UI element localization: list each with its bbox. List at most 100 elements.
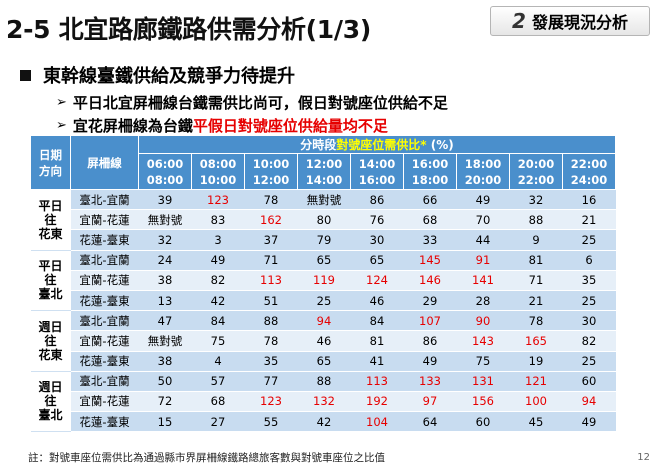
ratio-cell: 65 bbox=[350, 250, 404, 271]
ratio-cell: 131 bbox=[456, 371, 510, 392]
ratio-cell: 30 bbox=[562, 310, 616, 332]
ratio-cell: 49 bbox=[403, 351, 457, 372]
arrow-bullet-icon: ➢ bbox=[56, 118, 67, 133]
ratio-cell: 4 bbox=[191, 351, 245, 372]
ratio-cell: 94 bbox=[297, 310, 351, 332]
ratio-cell: 82 bbox=[191, 270, 245, 291]
header-time-slot: 22:00 24:00 bbox=[562, 153, 616, 190]
ratio-cell: 32 bbox=[509, 189, 563, 211]
screen-line-cell: 花蓮-臺東 bbox=[70, 351, 139, 372]
header-time-slot: 10:00 12:00 bbox=[244, 153, 298, 190]
ratio-cell: 77 bbox=[244, 371, 298, 392]
ratio-cell: 83 bbox=[191, 209, 245, 231]
screen-line-cell: 宜蘭-花蓮 bbox=[70, 391, 139, 413]
group-label: 平日往花東 bbox=[30, 189, 71, 251]
ratio-cell: 35 bbox=[562, 270, 616, 291]
ratio-cell: 41 bbox=[350, 351, 404, 372]
ratio-cell: 25 bbox=[562, 229, 616, 251]
ratio-cell: 60 bbox=[562, 371, 616, 392]
sub-bullet-2-text: 宜花屏柵線為台鐵 bbox=[72, 117, 193, 135]
ratio-cell: 88 bbox=[244, 310, 298, 332]
ratio-cell: 49 bbox=[562, 411, 616, 433]
table-row: 花蓮-臺東 32 3 37 79 30 33 44 9 25 bbox=[31, 229, 616, 251]
ratio-cell: 192 bbox=[350, 391, 404, 413]
ratio-cell: 165 bbox=[509, 330, 563, 352]
ratio-cell: 84 bbox=[350, 310, 404, 332]
ratio-cell: 6 bbox=[562, 250, 616, 271]
sub-bullet-1: ➢ 平日北宜屏柵線台鐵需供比尚可，假日對號座位供給不足 bbox=[56, 92, 448, 113]
ratio-cell: 21 bbox=[562, 209, 616, 231]
ratio-cell: 78 bbox=[509, 310, 563, 332]
ratio-cell: 45 bbox=[509, 411, 563, 433]
header-supply-demand-highlight: 對號座位需供比* bbox=[336, 138, 427, 152]
group-label: 週日往臺北 bbox=[30, 371, 71, 433]
ratio-cell: 79 bbox=[297, 229, 351, 251]
table-row: 花蓮-臺東 38 4 35 65 41 49 75 19 25 bbox=[31, 351, 616, 372]
ratio-cell: 75 bbox=[456, 351, 510, 372]
ratio-cell: 57 bbox=[191, 371, 245, 392]
ratio-cell: 3 bbox=[191, 229, 245, 251]
ratio-cell: 29 bbox=[403, 290, 457, 312]
ratio-cell: 100 bbox=[509, 391, 563, 413]
ratio-cell: 82 bbox=[562, 330, 616, 352]
ratio-cell: 25 bbox=[562, 290, 616, 312]
ratio-cell: 123 bbox=[244, 391, 298, 413]
ratio-cell: 133 bbox=[403, 371, 457, 392]
header-time-slot: 12:00 14:00 bbox=[297, 153, 351, 190]
ratio-cell: 無對號 bbox=[138, 209, 192, 231]
screen-line-cell: 臺北-宜蘭 bbox=[70, 310, 139, 332]
ratio-cell: 65 bbox=[297, 351, 351, 372]
header-time-slot: 08:00 10:00 bbox=[191, 153, 245, 190]
ratio-cell: 81 bbox=[509, 250, 563, 271]
ratio-cell: 25 bbox=[297, 290, 351, 312]
ratio-cell: 71 bbox=[244, 250, 298, 271]
ratio-cell: 42 bbox=[297, 411, 351, 433]
ratio-cell: 47 bbox=[138, 310, 192, 332]
main-bullet: 東幹線臺鐵供給及競爭力待提升 bbox=[20, 62, 295, 88]
ratio-cell: 39 bbox=[138, 189, 192, 211]
screen-line-cell: 臺北-宜蘭 bbox=[70, 250, 139, 271]
ratio-cell: 42 bbox=[191, 290, 245, 312]
group-label: 週日往花東 bbox=[30, 310, 71, 372]
table-row: 宜蘭-花蓮 無對號 83 162 80 76 68 70 88 21 bbox=[31, 209, 616, 231]
supply-demand-table: 日期 方向 屏柵線 分時段對號座位需供比* (%) 06:00 08:00 08:00 10:… bbox=[30, 135, 616, 433]
ratio-cell: 124 bbox=[350, 270, 404, 291]
ratio-cell: 49 bbox=[191, 250, 245, 271]
table-row: 宜蘭-花蓮 無對號 75 78 46 81 86 143 165 82 bbox=[31, 330, 616, 352]
ratio-cell: 80 bbox=[297, 209, 351, 231]
ratio-cell: 162 bbox=[244, 209, 298, 231]
ratio-cell: 37 bbox=[244, 229, 298, 251]
ratio-cell: 146 bbox=[403, 270, 457, 291]
ratio-cell: 78 bbox=[244, 330, 298, 352]
ratio-cell: 60 bbox=[456, 411, 510, 433]
ratio-cell: 71 bbox=[509, 270, 563, 291]
ratio-cell: 70 bbox=[456, 209, 510, 231]
ratio-cell: 84 bbox=[191, 310, 245, 332]
ratio-cell: 88 bbox=[297, 371, 351, 392]
ratio-cell: 141 bbox=[456, 270, 510, 291]
footnote: 註：對號車座位需供比為通過縣市界屏柵線鐵路總旅客數與對號車座位之比值 bbox=[28, 452, 385, 464]
ratio-cell: 30 bbox=[350, 229, 404, 251]
ratio-cell: 27 bbox=[191, 411, 245, 433]
screen-line-cell: 花蓮-臺東 bbox=[70, 229, 139, 251]
ratio-cell: 119 bbox=[297, 270, 351, 291]
square-bullet-icon bbox=[20, 69, 31, 81]
table-row: 花蓮-臺東 13 42 51 25 46 29 28 21 25 bbox=[31, 290, 616, 312]
header-time-slot: 14:00 16:00 bbox=[350, 153, 404, 190]
main-bullet-text: 東幹線臺鐵供給及競爭力待提升 bbox=[43, 66, 295, 87]
ratio-cell: 16 bbox=[562, 189, 616, 211]
ratio-cell: 9 bbox=[509, 229, 563, 251]
group-label: 平日往臺北 bbox=[30, 250, 71, 312]
screen-line-cell: 花蓮-臺東 bbox=[70, 411, 139, 433]
ratio-cell: 132 bbox=[297, 391, 351, 413]
ratio-cell: 24 bbox=[138, 250, 192, 271]
screen-line-cell: 宜蘭-花蓮 bbox=[70, 330, 139, 352]
header-time-slot: 16:00 18:00 bbox=[403, 153, 457, 190]
ratio-cell: 15 bbox=[138, 411, 192, 433]
header-time-slot: 18:00 20:00 bbox=[456, 153, 510, 190]
table-row: 宜蘭-花蓮 72 68 123 132 192 97 156 100 94 bbox=[31, 391, 616, 413]
ratio-cell: 113 bbox=[244, 270, 298, 291]
ratio-cell: 25 bbox=[562, 351, 616, 372]
ratio-cell: 38 bbox=[138, 270, 192, 291]
ratio-cell: 55 bbox=[244, 411, 298, 433]
